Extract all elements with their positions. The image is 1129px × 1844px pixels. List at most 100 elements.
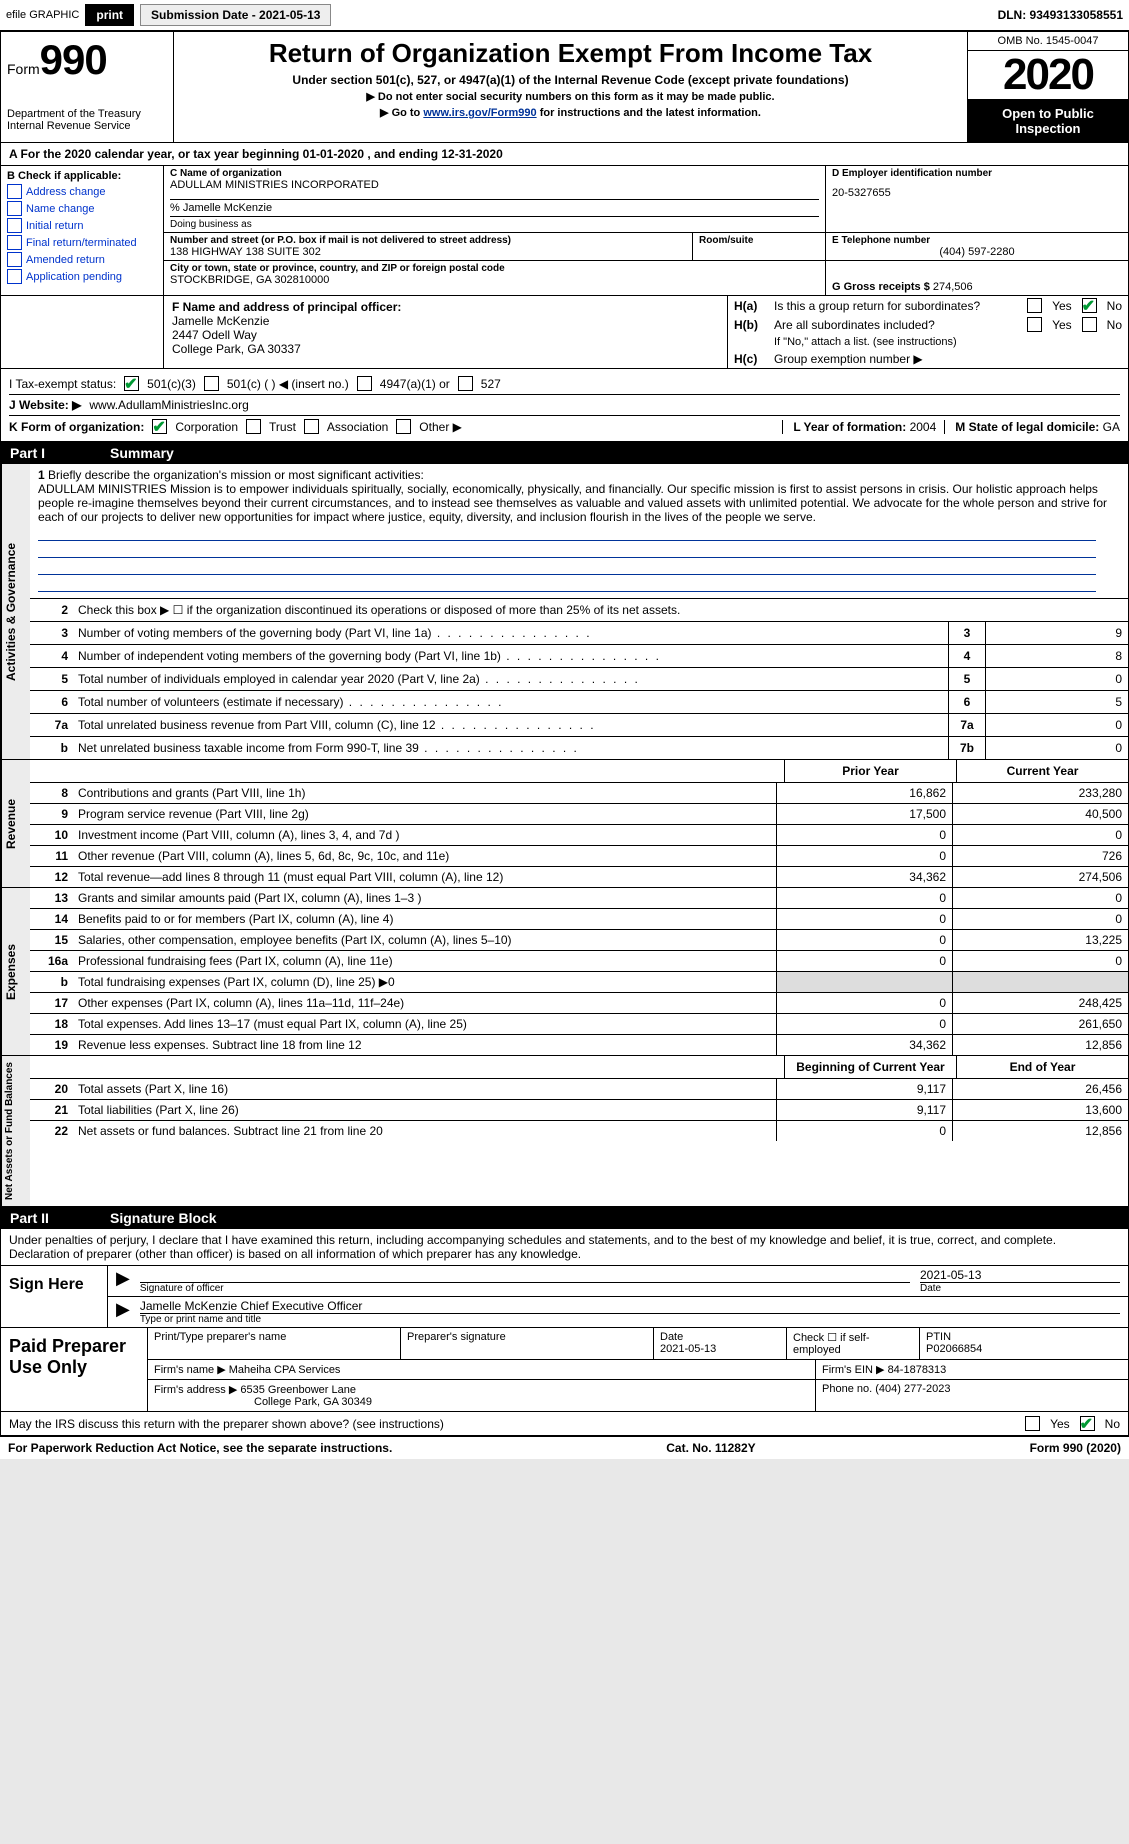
- part1-num: Part I: [10, 445, 90, 461]
- r15-label: Salaries, other compensation, employee b…: [72, 930, 776, 950]
- r21-num: 21: [30, 1100, 72, 1120]
- r16b-label: Total fundraising expenses (Part IX, col…: [72, 972, 776, 992]
- row-k: K Form of organization: Corporation Trus…: [9, 416, 1120, 437]
- efile-label: efile GRAPHIC: [6, 9, 79, 21]
- signature-block: Under penalties of perjury, I declare th…: [0, 1229, 1129, 1436]
- firm-name-label: Firm's name ▶: [154, 1364, 226, 1376]
- r19-c1: 34,362: [776, 1035, 952, 1055]
- state-domicile: GA: [1103, 420, 1120, 434]
- r19-c2: 12,856: [952, 1035, 1128, 1055]
- r11-num: 11: [30, 846, 72, 866]
- r9-c1: 17,500: [776, 804, 952, 824]
- s7a-val: 0: [985, 714, 1128, 736]
- topbar: efile GRAPHIC print Submission Date - 20…: [0, 0, 1129, 31]
- s7b-val: 0: [985, 737, 1128, 759]
- r20-num: 20: [30, 1079, 72, 1099]
- firm-ein: 84-1878313: [888, 1364, 947, 1376]
- chk-amended-return[interactable]: [7, 252, 22, 267]
- arrow-icon-2: ▶: [116, 1299, 130, 1325]
- ha-text: Is this a group return for subordinates?: [774, 299, 1027, 313]
- prep-h3: Date: [660, 1331, 780, 1343]
- dept-label: Department of the Treasury Internal Reve…: [7, 108, 167, 132]
- may-irs-yes-check[interactable]: [1025, 1416, 1040, 1431]
- r13-label: Grants and similar amounts paid (Part IX…: [72, 888, 776, 908]
- box-f-label: F Name and address of principal officer:: [172, 300, 401, 314]
- footer-right: Form 990 (2020): [1030, 1441, 1121, 1455]
- r19-num: 19: [30, 1035, 72, 1055]
- may-irs-no-check[interactable]: [1080, 1416, 1095, 1431]
- r17-c1: 0: [776, 993, 952, 1013]
- city-value: STOCKBRIDGE, GA 302810000: [170, 274, 819, 286]
- lbl-initial-return: Initial return: [26, 220, 83, 232]
- s3-num: 3: [30, 622, 72, 644]
- r14-c2: 0: [952, 909, 1128, 929]
- irs-link[interactable]: www.irs.gov/Form990: [423, 107, 536, 119]
- chk-527[interactable]: [458, 376, 473, 391]
- hb-text: Are all subordinates included?: [774, 318, 1027, 332]
- lbl-name-change: Name change: [26, 203, 95, 215]
- dba-label: Doing business as: [170, 216, 819, 230]
- lbl-corp: Corporation: [175, 420, 238, 434]
- ha-no-check[interactable]: [1082, 298, 1097, 313]
- r21-label: Total liabilities (Part X, line 26): [72, 1100, 776, 1120]
- r18-num: 18: [30, 1014, 72, 1034]
- tab-governance: Activities & Governance: [1, 464, 30, 759]
- form-header: Form990 Department of the Treasury Inter…: [0, 31, 1129, 143]
- s4-label: Number of independent voting members of …: [72, 645, 948, 667]
- ha-yes-check[interactable]: [1027, 298, 1042, 313]
- prep-date: 2021-05-13: [660, 1343, 780, 1355]
- entity-info-grid: B Check if applicable: Address change Na…: [0, 166, 1129, 296]
- hb-yes-check[interactable]: [1027, 317, 1042, 332]
- prep-h2: Preparer's signature: [407, 1331, 647, 1343]
- form-num: 990: [40, 36, 107, 83]
- chk-501c3[interactable]: [124, 376, 139, 391]
- chk-name-change[interactable]: [7, 201, 22, 216]
- chk-address-change[interactable]: [7, 184, 22, 199]
- r11-label: Other revenue (Part VIII, column (A), li…: [72, 846, 776, 866]
- r12-c2: 274,506: [952, 867, 1128, 887]
- r20-c2: 26,456: [952, 1079, 1128, 1099]
- street-label: Number and street (or P.O. box if mail i…: [170, 235, 686, 246]
- box-j-label: J Website: ▶: [9, 398, 81, 412]
- print-button[interactable]: print: [85, 4, 134, 26]
- sig-name-title: Jamelle McKenzie Chief Executive Officer: [140, 1299, 1120, 1313]
- chk-assoc[interactable]: [304, 419, 319, 434]
- box-l-label: L Year of formation:: [793, 420, 906, 434]
- s6-num: 6: [30, 691, 72, 713]
- r10-label: Investment income (Part VIII, column (A)…: [72, 825, 776, 845]
- chk-initial-return[interactable]: [7, 218, 22, 233]
- r18-label: Total expenses. Add lines 13–17 (must eq…: [72, 1014, 776, 1034]
- dln-label: DLN: 93493133058551: [998, 8, 1123, 22]
- r9-label: Program service revenue (Part VIII, line…: [72, 804, 776, 824]
- s7a-num: 7a: [30, 714, 72, 736]
- r21-c1: 9,117: [776, 1100, 952, 1120]
- hb-no-check[interactable]: [1082, 317, 1097, 332]
- chk-corp[interactable]: [152, 419, 167, 434]
- row-j: J Website: ▶ www.AdullamMinistriesInc.or…: [9, 395, 1120, 416]
- part2-num: Part II: [10, 1210, 90, 1226]
- chk-4947[interactable]: [357, 376, 372, 391]
- r16a-c1: 0: [776, 951, 952, 971]
- r15-num: 15: [30, 930, 72, 950]
- chk-501c[interactable]: [204, 376, 219, 391]
- row-i: I Tax-exempt status: 501(c)(3) 501(c) ( …: [9, 373, 1120, 395]
- prep-h5: PTIN: [926, 1331, 1122, 1343]
- hc-label: H(c): [734, 352, 774, 366]
- r16a-label: Professional fundraising fees (Part IX, …: [72, 951, 776, 971]
- s7b-num: b: [30, 737, 72, 759]
- chk-application-pending[interactable]: [7, 269, 22, 284]
- r11-c1: 0: [776, 846, 952, 866]
- chk-trust[interactable]: [246, 419, 261, 434]
- chk-other[interactable]: [396, 419, 411, 434]
- r17-label: Other expenses (Part IX, column (A), lin…: [72, 993, 776, 1013]
- prep-h1: Print/Type preparer's name: [154, 1331, 394, 1343]
- phone-value: (404) 597-2280: [832, 246, 1122, 258]
- arrow-icon: ▶: [116, 1268, 130, 1294]
- submission-date-button[interactable]: Submission Date - 2021-05-13: [140, 4, 331, 26]
- sig-name-label: Type or print name and title: [140, 1314, 1120, 1325]
- r8-label: Contributions and grants (Part VIII, lin…: [72, 783, 776, 803]
- care-of: % Jamelle McKenzie: [170, 199, 819, 214]
- form-word: Form: [7, 61, 40, 77]
- r9-num: 9: [30, 804, 72, 824]
- chk-final-return[interactable]: [7, 235, 22, 250]
